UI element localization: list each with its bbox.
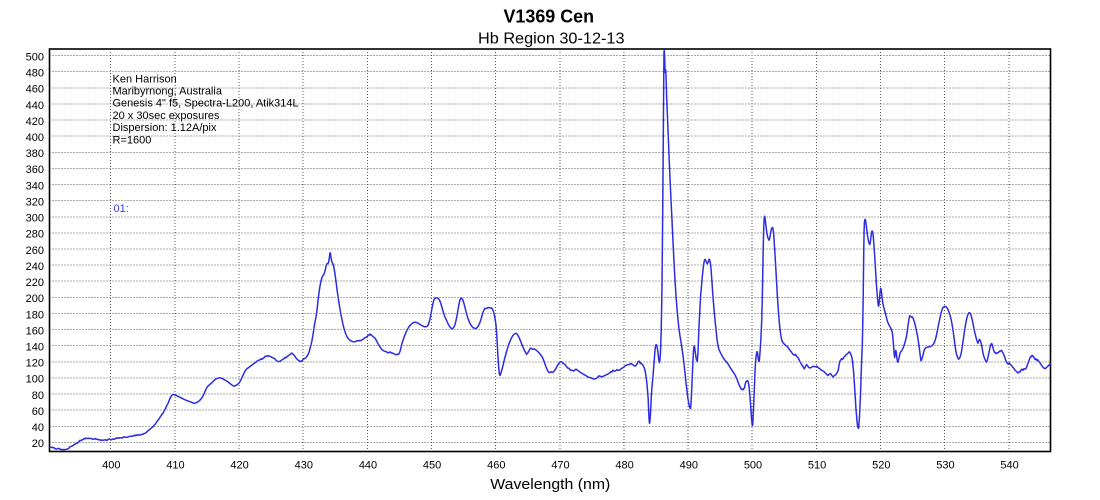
svg-text:60: 60	[32, 406, 44, 418]
svg-text:480: 480	[26, 68, 44, 80]
svg-text:Maribyrnong, Australia: Maribyrnong, Australia	[113, 86, 223, 98]
svg-text:01:: 01:	[114, 203, 129, 215]
svg-text:200: 200	[26, 293, 44, 305]
svg-text:400: 400	[102, 459, 120, 471]
svg-text:540: 540	[1000, 459, 1018, 471]
svg-text:380: 380	[26, 148, 44, 160]
svg-text:500: 500	[26, 51, 44, 63]
svg-text:20: 20	[32, 438, 44, 450]
svg-text:450: 450	[423, 459, 441, 471]
svg-text:Genesis 4" f5, Spectra-L200, A: Genesis 4" f5, Spectra-L200, Atik314L	[113, 98, 299, 110]
svg-text:340: 340	[26, 180, 44, 192]
svg-text:480: 480	[615, 459, 633, 471]
svg-text:460: 460	[26, 84, 44, 96]
svg-text:500: 500	[744, 459, 762, 471]
svg-text:410: 410	[166, 459, 184, 471]
svg-text:460: 460	[487, 459, 505, 471]
svg-text:Ken Harrison: Ken Harrison	[113, 73, 177, 85]
svg-text:160: 160	[26, 325, 44, 337]
svg-text:120: 120	[26, 358, 44, 370]
svg-text:Hb Region 30-12-13: Hb Region 30-12-13	[478, 31, 625, 48]
svg-text:440: 440	[26, 100, 44, 112]
svg-text:320: 320	[26, 197, 44, 209]
svg-text:430: 430	[295, 459, 313, 471]
svg-text:220: 220	[26, 277, 44, 289]
svg-text:420: 420	[26, 116, 44, 128]
svg-text:100: 100	[26, 374, 44, 386]
svg-text:V1369 Cen: V1369 Cen	[504, 7, 595, 27]
svg-text:440: 440	[359, 459, 377, 471]
svg-text:360: 360	[26, 164, 44, 176]
svg-text:80: 80	[32, 390, 44, 402]
svg-text:520: 520	[872, 459, 890, 471]
svg-text:20 x 30sec exposures: 20 x 30sec exposures	[113, 110, 221, 122]
svg-text:490: 490	[680, 459, 698, 471]
svg-text:280: 280	[26, 229, 44, 241]
svg-text:400: 400	[26, 132, 44, 144]
svg-text:180: 180	[26, 309, 44, 321]
svg-text:530: 530	[936, 459, 954, 471]
svg-text:40: 40	[32, 422, 44, 434]
svg-text:420: 420	[230, 459, 248, 471]
svg-text:140: 140	[26, 342, 44, 354]
svg-text:240: 240	[26, 261, 44, 273]
svg-text:470: 470	[551, 459, 569, 471]
svg-text:300: 300	[26, 213, 44, 225]
svg-text:Dispersion: 1.12A/pix: Dispersion: 1.12A/pix	[113, 122, 217, 134]
svg-text:Wavelength (nm): Wavelength (nm)	[490, 476, 610, 493]
svg-text:R=1600: R=1600	[113, 134, 152, 146]
svg-text:260: 260	[26, 245, 44, 257]
svg-text:510: 510	[808, 459, 826, 471]
